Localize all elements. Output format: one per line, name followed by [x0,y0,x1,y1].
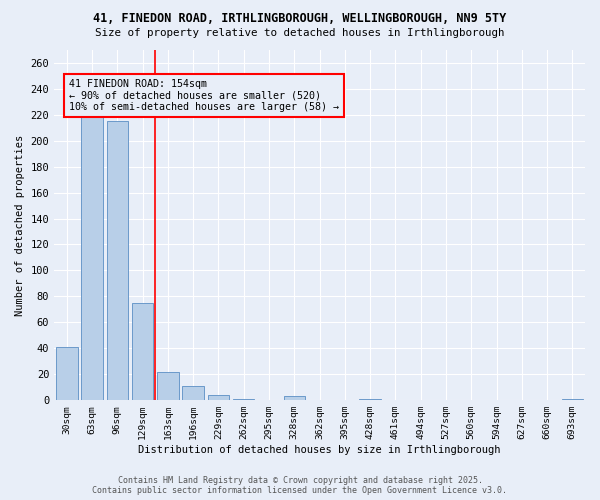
Y-axis label: Number of detached properties: Number of detached properties [15,134,25,316]
Bar [182,386,204,400]
Bar [233,399,254,400]
Bar [208,395,229,400]
Bar [562,399,583,400]
Bar [157,372,179,400]
Bar [82,118,103,400]
Bar [132,303,154,400]
Text: 41 FINEDON ROAD: 154sqm
← 90% of detached houses are smaller (520)
10% of semi-d: 41 FINEDON ROAD: 154sqm ← 90% of detache… [69,78,339,112]
Bar [107,122,128,400]
Text: Contains HM Land Registry data © Crown copyright and database right 2025.
Contai: Contains HM Land Registry data © Crown c… [92,476,508,495]
X-axis label: Distribution of detached houses by size in Irthlingborough: Distribution of detached houses by size … [139,445,501,455]
Bar [56,347,77,400]
Bar [359,399,381,400]
Text: Size of property relative to detached houses in Irthlingborough: Size of property relative to detached ho… [95,28,505,38]
Text: 41, FINEDON ROAD, IRTHLINGBOROUGH, WELLINGBOROUGH, NN9 5TY: 41, FINEDON ROAD, IRTHLINGBOROUGH, WELLI… [94,12,506,26]
Bar [284,396,305,400]
